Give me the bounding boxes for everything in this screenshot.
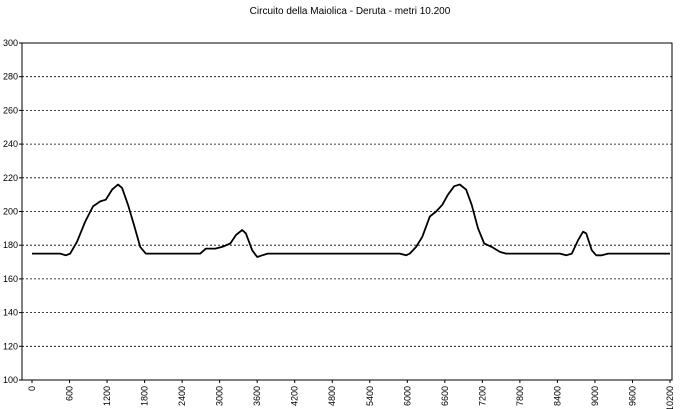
x-tick-label: 6600: [440, 386, 450, 406]
y-tick-label: 100: [3, 375, 18, 385]
x-tick-label: 8400: [552, 386, 562, 406]
x-tick-label: 9000: [590, 386, 600, 406]
x-tick-label: 7800: [515, 386, 525, 406]
y-tick-label: 240: [3, 139, 18, 149]
x-tick-label: 9600: [627, 386, 637, 406]
y-tick-label: 260: [3, 105, 18, 115]
y-tick-label: 140: [3, 308, 18, 318]
y-tick-label: 200: [3, 207, 18, 217]
chart-title: Circuito della Maiolica - Deruta - metri…: [250, 6, 451, 17]
x-tick-label: 600: [65, 386, 75, 401]
profile-line: [32, 183, 670, 258]
x-tick-label: 3000: [215, 386, 225, 406]
y-tick-label: 280: [3, 72, 18, 82]
x-tick-label: 10200: [665, 386, 675, 409]
x-tick-label: 1200: [102, 386, 112, 406]
x-tick-label: 3600: [252, 386, 262, 406]
y-tick-label: 160: [3, 274, 18, 284]
y-tick-label: 300: [3, 38, 18, 48]
y-tick-label: 180: [3, 240, 18, 250]
x-tick-label: 6000: [402, 386, 412, 406]
x-tick-label: 5400: [365, 386, 375, 406]
x-tick-label: 0: [27, 386, 37, 391]
x-tick-label: 4800: [327, 386, 337, 406]
x-tick-label: 7200: [477, 386, 487, 406]
y-tick-label: 120: [3, 341, 18, 351]
x-tick-label: 1800: [140, 386, 150, 406]
y-tick-label: 220: [3, 173, 18, 183]
x-tick-label: 4200: [290, 386, 300, 406]
x-tick-label: 2400: [177, 386, 187, 406]
